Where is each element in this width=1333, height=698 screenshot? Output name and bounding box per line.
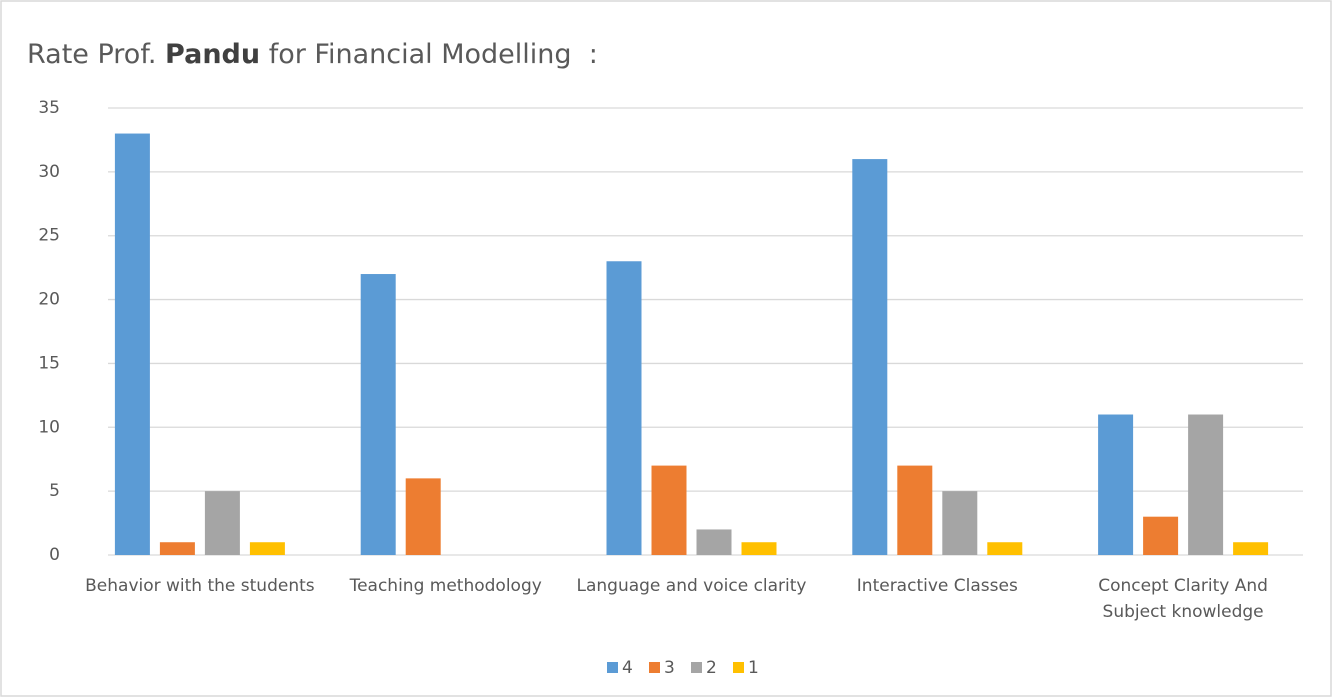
legend-swatch: [691, 662, 702, 673]
bar: [606, 261, 642, 555]
title-part: Pandu: [165, 39, 260, 70]
x-tick-label: Concept Clarity And Subject knowledge: [1098, 576, 1268, 622]
y-tick-label: 30: [38, 162, 60, 182]
bar: [1233, 542, 1269, 555]
bar: [1098, 414, 1134, 555]
legend-swatch: [607, 662, 618, 673]
bar: [405, 478, 441, 555]
y-tick-label: 20: [38, 290, 60, 310]
bar: [942, 491, 978, 555]
title-part: for Financial Modelling :: [260, 39, 598, 70]
legend-swatch: [733, 662, 744, 673]
bar: [741, 542, 777, 555]
bar: [852, 159, 888, 556]
y-tick-label: 25: [38, 226, 60, 246]
bar: [651, 465, 687, 555]
y-tick-label: 10: [38, 417, 60, 437]
y-tick-label: 5: [49, 481, 60, 501]
y-tick-label: 15: [38, 353, 60, 373]
x-tick-label: Teaching methodology: [349, 576, 542, 596]
bar: [249, 542, 285, 555]
chart-title: Rate Prof. Pandu for Financial Modelling…: [27, 39, 598, 70]
legend-label: 1: [748, 658, 759, 678]
bar: [696, 529, 732, 555]
x-tick-label: Language and voice clarity: [576, 576, 807, 596]
legend-label: 2: [706, 658, 717, 678]
legend-label: 3: [664, 658, 675, 678]
title-part: Rate Prof.: [27, 39, 165, 70]
x-tick-label: Interactive Classes: [856, 576, 1018, 596]
bar: [1188, 414, 1224, 555]
bar: [204, 491, 240, 555]
bar: [987, 542, 1023, 555]
bar: [159, 542, 195, 555]
y-tick-label: 35: [38, 98, 60, 118]
bar: [360, 274, 396, 555]
bar: [897, 465, 933, 555]
bar: [114, 133, 150, 556]
y-tick-label: 0: [49, 545, 60, 565]
legend-swatch: [649, 662, 660, 673]
legend-label: 4: [622, 658, 633, 678]
bar: [1143, 516, 1179, 555]
x-tick-label: Behavior with the students: [85, 576, 315, 596]
